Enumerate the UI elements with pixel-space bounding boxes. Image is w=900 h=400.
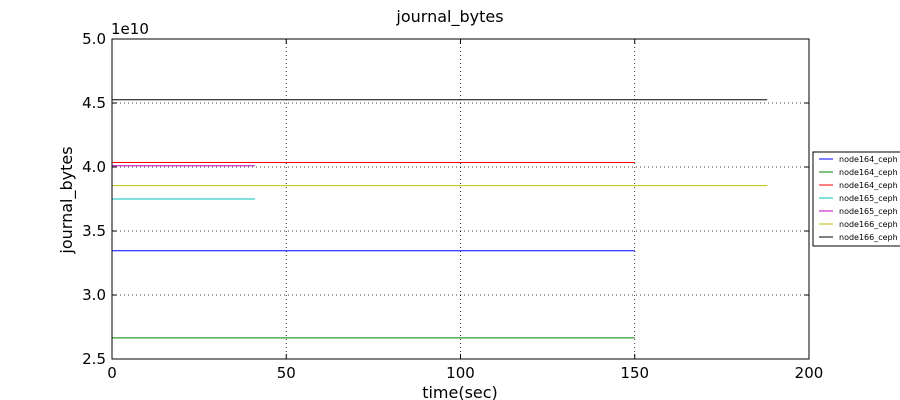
plot-lines [112,99,768,339]
y-scale-label: 1e10 [111,20,149,38]
legend: node164_ceph node164_ceph node164_cephnode… [812,151,900,247]
y-tick-label: 5.0 [82,30,106,48]
y-tick-label: 3.0 [82,286,106,304]
legend-entry: node164_ceph [839,181,898,190]
legend-entry: node164_ceph [839,155,898,164]
y-axis-label: journal_bytes [57,146,77,254]
legend-entry: node165_ceph [839,194,898,203]
x-axis-label: time(sec) [422,383,498,400]
axis-ticks: 0 50 100 150 200 2.5 3.0 3.5 4.0 4.5 5.0 [82,30,823,382]
y-tick-label: 3.5 [82,222,106,240]
grid [112,39,809,359]
legend-entry: node165_ceph [839,207,898,216]
x-tick-label: 0 [107,364,117,382]
y-tick-label: 2.5 [82,350,106,368]
x-tick-label: 100 [446,364,475,382]
y-tick-label: 4.5 [82,94,106,112]
chart-title: journal_bytes [395,7,503,27]
x-tick-label: 150 [620,364,649,382]
legend-entry: node166_ceph [839,233,898,242]
legend-box [812,151,900,247]
legend-entry: node166_ceph [839,220,898,229]
x-tick-label: 200 [795,364,824,382]
x-tick-label: 50 [277,364,296,382]
legend-entry: node164_ceph [839,168,898,177]
y-tick-label: 4.0 [82,158,106,176]
